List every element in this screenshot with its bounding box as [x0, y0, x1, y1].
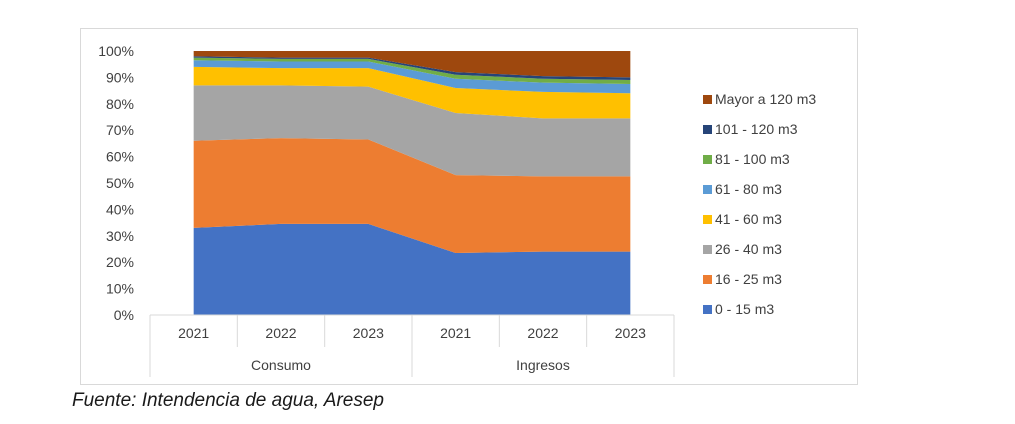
legend-label: 101 - 120 m3 — [715, 121, 798, 137]
y-tick-label: 90% — [106, 69, 134, 85]
legend-swatch — [703, 95, 712, 104]
y-tick-label: 0% — [114, 307, 134, 323]
series-area-3 — [193, 66, 631, 119]
y-tick-label: 10% — [106, 281, 134, 297]
y-tick-label: 70% — [106, 122, 134, 138]
y-tick-label: 40% — [106, 201, 134, 217]
legend-swatch — [703, 275, 712, 284]
legend-label: 26 - 40 m3 — [715, 241, 782, 257]
y-tick-label: 100% — [98, 43, 134, 59]
legend-swatch — [703, 305, 712, 314]
y-tick-label: 20% — [106, 254, 134, 270]
legend-label: 16 - 25 m3 — [715, 271, 782, 287]
y-tick-label: 60% — [106, 149, 134, 165]
x-tick-label: 2021 — [440, 325, 471, 341]
legend-swatch — [703, 185, 712, 194]
legend-swatch — [703, 215, 712, 224]
x-tick-label: 2023 — [353, 325, 384, 341]
y-tick-label: 50% — [106, 175, 134, 191]
legend-swatch — [703, 125, 712, 134]
legend-label: 81 - 100 m3 — [715, 151, 790, 167]
chart-frame: 0% 10% 20% 30% 40% 50% 60% 70% 80% 90% 100% 2021 202… — [80, 28, 858, 385]
x-group-label: Consumo — [251, 357, 311, 373]
x-tick-label: 2022 — [265, 325, 296, 341]
legend-label: 41 - 60 m3 — [715, 211, 782, 227]
series-area-4 — [193, 60, 631, 94]
legend-swatch — [703, 245, 712, 254]
y-tick-label: 30% — [106, 228, 134, 244]
series-area-5 — [193, 57, 631, 84]
series-area-0 — [193, 223, 631, 315]
legend-label: 61 - 80 m3 — [715, 181, 782, 197]
series-area-1 — [193, 138, 631, 253]
legend-swatch — [703, 155, 712, 164]
x-group-label: Ingresos — [516, 357, 570, 373]
chart-area: 0% 10% 20% 30% 40% 50% 60% 70% 80% 90% 100% 2021 202… — [98, 43, 816, 377]
legend-label: 0 - 15 m3 — [715, 301, 774, 317]
series-area-6 — [193, 56, 631, 81]
series-area-2 — [193, 85, 631, 177]
source-note: Fuente: Intendencia de agua, Aresep — [72, 390, 384, 411]
legend-label: Mayor a 120 m3 — [715, 91, 816, 107]
x-tick-label: 2023 — [615, 325, 646, 341]
series-area-7 — [193, 51, 631, 78]
x-tick-label: 2022 — [527, 325, 558, 341]
y-tick-label: 80% — [106, 96, 134, 112]
x-tick-label: 2021 — [178, 325, 209, 341]
